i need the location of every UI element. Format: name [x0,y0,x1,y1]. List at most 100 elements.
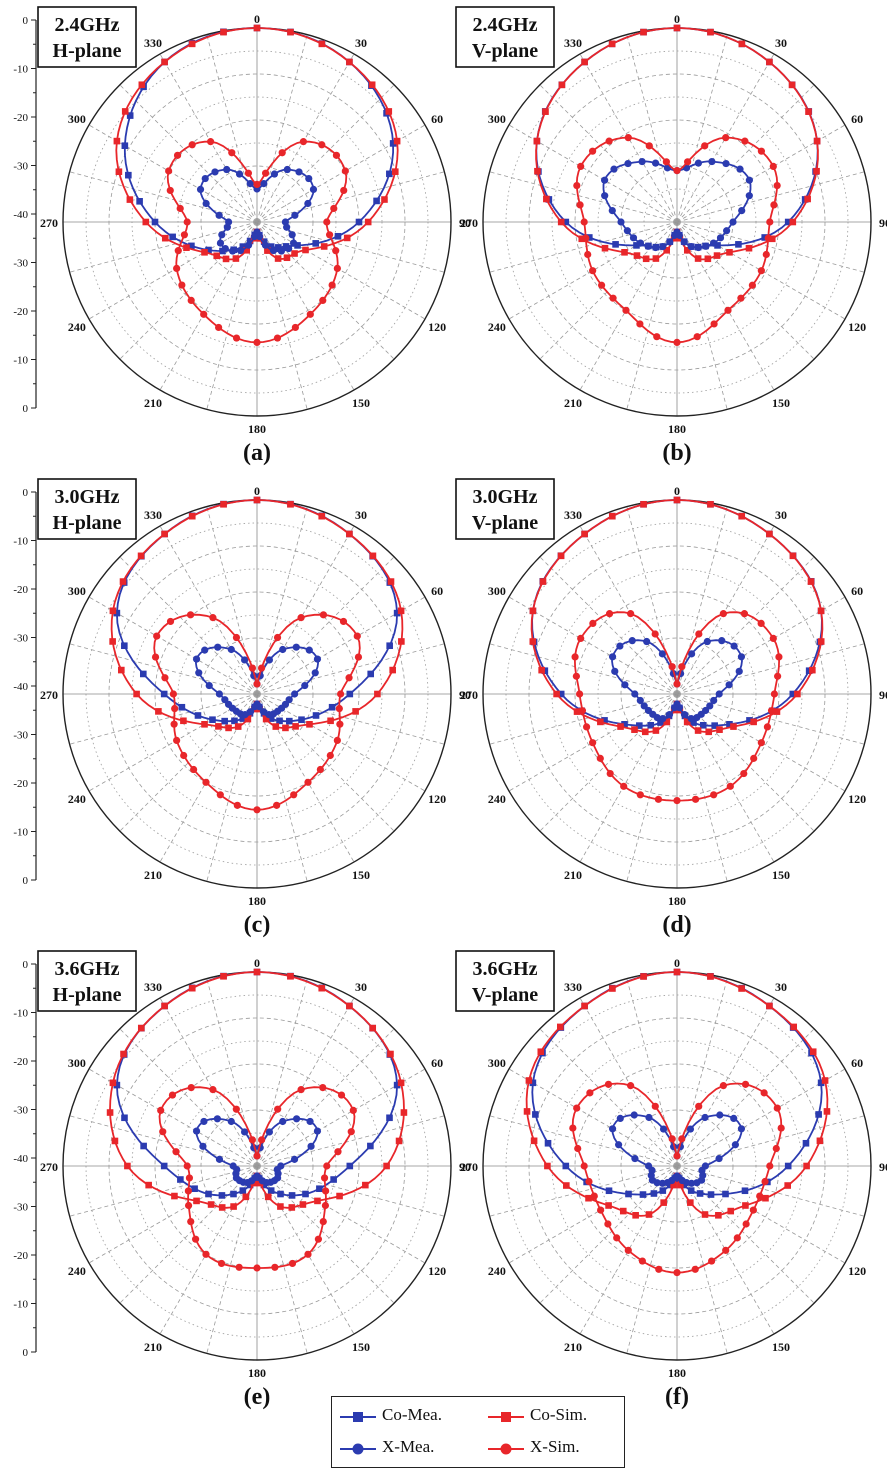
data-point-x-mea [221,696,229,704]
grid-spoke [676,1165,728,1354]
data-point-co-sim [393,137,401,145]
data-point-co-sim [369,552,377,560]
data-point-co-sim [161,58,168,66]
data-point-x-mea [290,1155,299,1163]
legend: Co-Mea. Co-Sim. X-Mea. X-Sim. [331,1396,625,1468]
data-point-x-mea [223,165,231,174]
angle-tick-label: 330 [144,508,162,522]
data-point-co-mea [169,233,176,241]
data-point-co-sim [374,690,381,698]
data-point-x-mea [636,696,644,705]
angle-tick-label: 0 [254,956,260,970]
data-point-co-mea [735,241,742,248]
data-point-co-sim [215,723,222,730]
data-point-x-sim [326,751,334,760]
radial-tick-label: -30 [13,258,28,270]
data-point-co-sim [287,972,294,980]
data-point-x-sim [606,769,614,778]
grid-spoke [676,556,815,695]
radial-tick-label: 0 [23,1347,29,1359]
polar-panel-c: 0 30 60 90 120 150 180 210 240 270 300 330 0 -10 -20 -3… [13,478,471,938]
data-point-co-sim [318,984,326,992]
data-point-co-mea [784,1162,792,1170]
data-point-co-sim [180,717,187,725]
angle-tick-label: 150 [352,396,370,410]
data-point-x-mea [199,1142,207,1150]
radial-tick-label: -20 [13,778,28,790]
data-point-co-mea [802,1139,810,1147]
angle-tick-label: 60 [431,112,443,126]
panel-plane: H-plane [53,984,122,1006]
legend-label: X-Sim. [530,1437,580,1456]
data-point-x-sim [151,653,160,661]
data-point-co-sim [320,243,328,250]
data-point-x-sim [590,1192,598,1200]
data-point-x-mea [306,1117,314,1126]
data-point-x-mea [651,243,660,252]
data-point-x-sim [207,138,215,146]
angle-tick-label: 270 [460,216,478,230]
data-point-x-sim [737,294,745,302]
data-point-co-sim [790,1023,798,1031]
data-point-x-mea [608,1125,617,1133]
data-point-co-mea [312,712,320,719]
data-point-co-sim [155,708,162,715]
data-point-x-mea [283,223,291,231]
data-point-co-sim [544,1162,551,1170]
data-point-co-sim [621,249,628,256]
data-point-co-mea [639,1191,647,1198]
data-point-co-mea [625,1190,632,1198]
data-point-x-sim [184,1201,193,1210]
data-point-x-sim [168,1091,177,1099]
angle-tick-label: 90 [459,1160,471,1174]
grid-spoke [508,1165,678,1264]
data-point-x-mea [279,645,287,654]
data-point-x-sim [636,320,644,328]
grid-ring [177,142,337,302]
data-point-x-sim [627,1082,635,1090]
data-point-co-mea [218,1192,226,1199]
data-point-x-sim [253,338,261,346]
data-point-co-sim [608,40,616,48]
data-point-x-mea [301,681,309,690]
grid-spoke [579,525,678,695]
data-point-co-sim [817,638,825,645]
data-point-x-mea [716,1111,724,1119]
data-point-x-sim [719,1082,728,1090]
data-point-x-sim [202,1250,210,1258]
data-point-x-mea [638,157,646,166]
panel-plane: V-plane [472,984,538,1006]
data-point-x-sim [627,610,635,618]
data-point-x-sim [596,754,604,762]
grid-ring [223,660,291,728]
data-point-co-mea [815,1111,822,1118]
data-point-co-sim [694,255,702,262]
grid-spoke [676,34,728,223]
data-point-co-sim [578,235,586,243]
data-point-x-sim [299,138,307,146]
data-point-x-mea [665,711,674,719]
data-point-x-sim [762,250,770,259]
data-point-co-mea [267,1187,275,1194]
data-point-co-sim [537,1048,545,1056]
data-point-x-sim [757,267,765,275]
grid-ring [551,568,803,820]
data-point-co-mea [316,1185,323,1193]
data-point-co-sim [218,1204,226,1211]
data-point-x-sim [578,707,587,715]
data-point-x-sim [662,158,670,166]
angle-tick-label: 0 [254,484,260,498]
data-point-x-sim [157,1106,165,1114]
data-point-x-mea [659,714,667,723]
data-point-co-mea [267,243,275,250]
data-point-x-sim [180,751,188,760]
data-point-co-mea [650,1190,658,1197]
grid-ring [177,1086,337,1246]
data-point-co-mea [286,717,293,725]
data-point-x-sim [673,338,681,346]
angle-tick-label: 330 [564,508,582,522]
data-point-co-mea [298,716,305,723]
data-point-x-sim [320,1174,329,1182]
data-point-x-mea [269,246,278,255]
data-point-x-sim [215,323,223,332]
